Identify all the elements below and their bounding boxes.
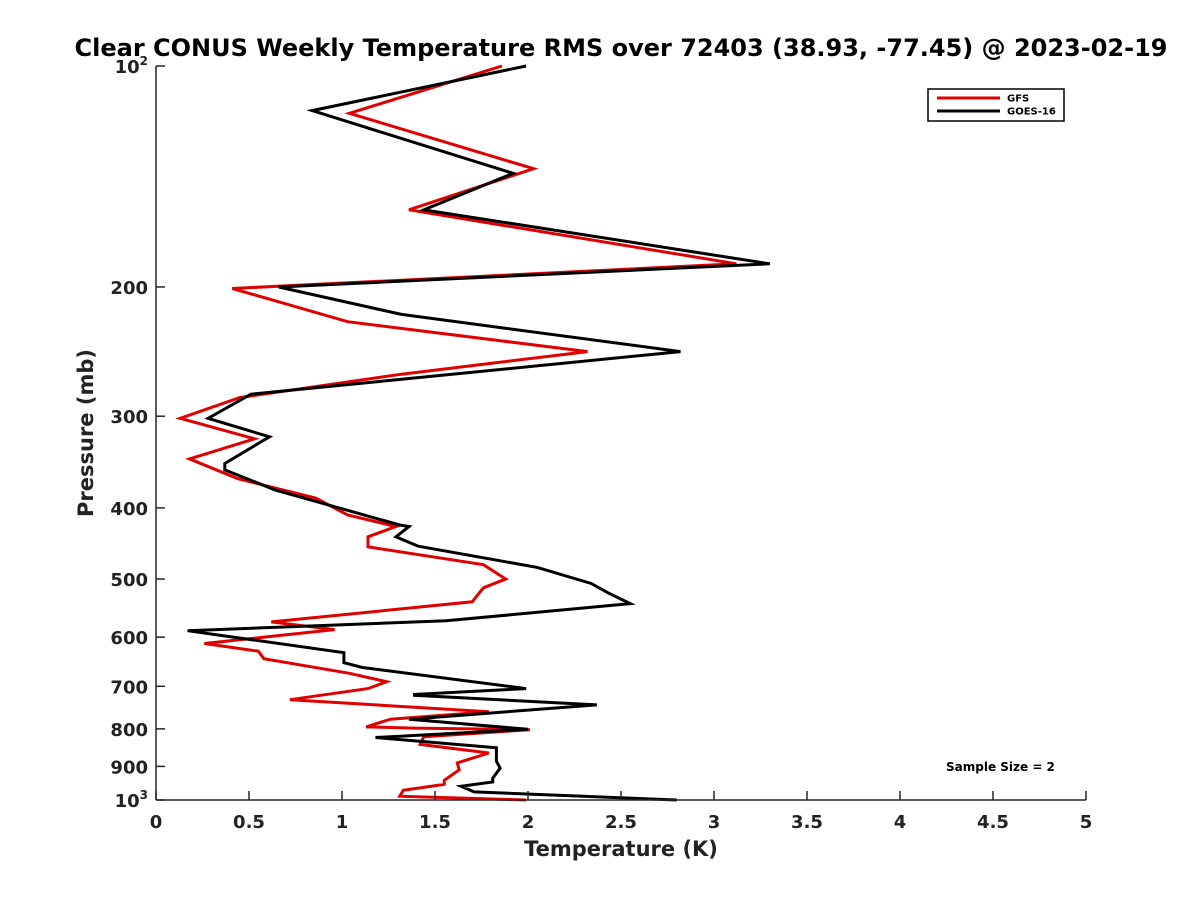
x-axis-label: Temperature (K)	[524, 837, 718, 861]
x-tick-label: 1.5	[419, 812, 451, 833]
y-tick-label: 500	[110, 570, 148, 591]
y-tick-label: 300	[110, 407, 148, 428]
y-tick-label: 900	[110, 757, 148, 778]
y-tick-label: 103	[115, 788, 148, 812]
plot-area	[175, 64, 771, 802]
x-tick-label: 2	[522, 812, 535, 833]
x-ticks: 0 0.5 1 1.5 2 2.5 3 3.5 4 4.5 5	[150, 791, 1093, 833]
y-tick-label: 600	[110, 628, 148, 649]
x-tick-label: 2.5	[605, 812, 637, 833]
y-tick-label: 200	[110, 278, 148, 299]
legend-label-gfs: GFS	[1007, 94, 1029, 105]
x-tick-label: 0.5	[233, 812, 265, 833]
series-line-goes16	[187, 64, 771, 802]
axes	[155, 66, 1086, 801]
x-tick-label: 4.5	[977, 812, 1009, 833]
x-tick-label: 3	[708, 812, 721, 833]
y-tick-label: 102	[115, 54, 148, 78]
y-axis-label: Pressure (mb)	[74, 349, 98, 517]
chart-title: Clear CONUS Weekly Temperature RMS over …	[75, 34, 1168, 62]
x-tick-label: 0	[150, 812, 163, 833]
y-tick-label: 800	[110, 720, 148, 741]
legend-box	[927, 88, 1065, 122]
y-ticks: 102 200 300 400 500 600 700 800 900 103	[110, 54, 165, 812]
x-tick-label: 1	[336, 812, 349, 833]
y-tick-label: 400	[110, 499, 148, 520]
series-line-gfs	[175, 64, 737, 802]
x-tick-label: 4	[894, 812, 907, 833]
sample-size-annotation: Sample Size = 2	[946, 760, 1055, 774]
x-tick-label: 3.5	[791, 812, 823, 833]
x-tick-label: 5	[1080, 812, 1093, 833]
legend: GFS GOES-16	[927, 88, 1065, 122]
legend-label-goes16: GOES-16	[1007, 107, 1056, 118]
y-tick-label: 700	[110, 677, 148, 698]
